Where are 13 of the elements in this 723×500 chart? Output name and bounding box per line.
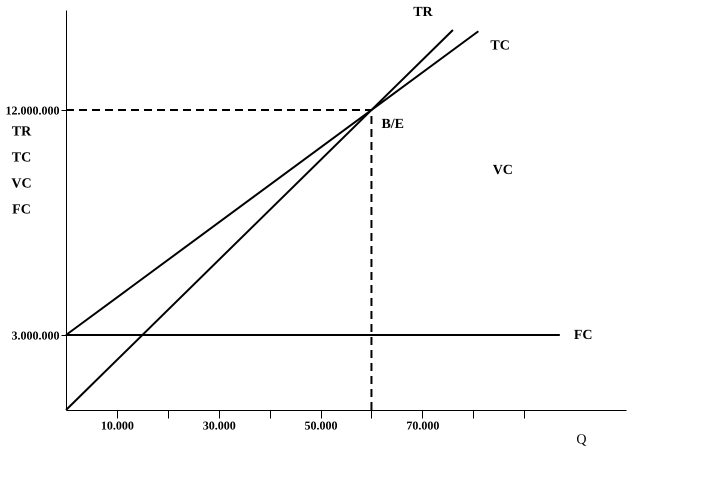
y-tick-label: 12.000.000 xyxy=(6,104,60,118)
series-label: FC xyxy=(574,328,592,343)
series-label: TC xyxy=(490,38,510,54)
y-axis-title: TR TC VC FC xyxy=(11,124,32,218)
x-tick-label: 30.000 xyxy=(202,418,236,432)
series-label: TR xyxy=(413,5,434,20)
x-axis-title: Q xyxy=(576,432,586,448)
x-tick-label: 70.000 xyxy=(406,418,440,432)
annotation: B/E xyxy=(381,117,404,132)
annotation: VC xyxy=(492,163,513,178)
x-tick-label: 10.000 xyxy=(100,418,134,432)
y-tick-label: 3.000.000 xyxy=(12,328,60,342)
x-tick-label: 50.000 xyxy=(304,418,338,432)
